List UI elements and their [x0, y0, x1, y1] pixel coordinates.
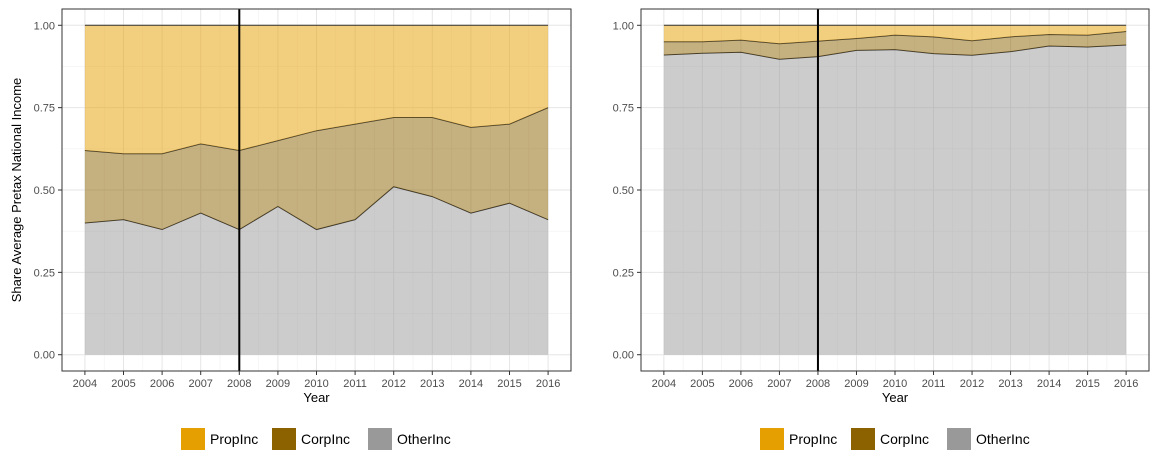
panel-0-legend-label-propinc: PropInc — [210, 431, 258, 447]
left-chart: 0.00 0.25 0.50 0.75 1.00 2004 2005 2006 2007 2008… — [9, 8, 572, 450]
panel-0-x-tick-label-7: 2011 — [343, 378, 367, 390]
panel-1-y-tick-label-3: 0.75 — [613, 103, 634, 115]
panel-0-y-tick-label-0: 0.00 — [34, 350, 55, 362]
panel-0-y-tick-label-4: 1.00 — [34, 20, 55, 32]
panel-0-x-tick-label-12: 2016 — [536, 378, 560, 390]
panel-0-x-axis-title: Year — [303, 390, 330, 405]
panel-1-legend-label-otherinc: OtherInc — [976, 431, 1030, 447]
panel-1-x-tick-label-9: 2013 — [998, 378, 1022, 390]
panel-0-x-tick-label-4: 2008 — [227, 378, 251, 390]
panel-1-x-tick-label-5: 2009 — [844, 378, 868, 390]
panel-1-x-tick-label-12: 2016 — [1114, 378, 1138, 390]
panel-0-x-tick-label-11: 2015 — [497, 378, 521, 390]
panel-1-x-tick-label-6: 2010 — [883, 378, 907, 390]
panel-1-x-tick-label-10: 2014 — [1037, 378, 1061, 390]
panel-0-legend-label-otherinc: OtherInc — [397, 431, 451, 447]
panel-1-x-tick-label-2: 2006 — [729, 378, 753, 390]
panel-1-y-tick-label-1: 0.25 — [613, 267, 634, 279]
panel-0-y-axis-title: Share Average Pretax National Income — [9, 78, 24, 303]
panel-1-area-corpinc — [663, 31, 1127, 60]
panel-1-y-tick-label-2: 0.50 — [613, 185, 634, 197]
right-chart: 0.00 0.25 0.50 0.75 1.00 2004 2005 2006 2007 2008… — [613, 8, 1150, 450]
panel-1-x-tick-label-0: 2004 — [652, 378, 676, 390]
panel-1-area-otherinc — [663, 45, 1127, 355]
panel-1-legend-label-propinc: PropInc — [789, 431, 837, 447]
panel-0-legend-key-otherinc — [368, 428, 392, 450]
panel-0-x-tick-label-1: 2005 — [111, 378, 135, 390]
panel-0-legend-label-corpinc: CorpInc — [301, 431, 350, 447]
panel-0-x-tick-label-9: 2013 — [420, 378, 444, 390]
panel-0-x-tick-label-2: 2006 — [150, 378, 174, 390]
panel-1-legend-key-corpinc — [851, 428, 875, 450]
panel-0-y-tick-label-1: 0.25 — [34, 267, 55, 279]
panel-1-y-tick-label-4: 1.00 — [613, 20, 634, 32]
panel-1-x-tick-label-11: 2015 — [1075, 378, 1099, 390]
panel-1-legend-key-otherinc — [947, 428, 971, 450]
panel-0-y-tick-label-2: 0.50 — [34, 185, 55, 197]
panel-0-x-tick-label-8: 2012 — [381, 378, 405, 390]
panel-1-x-tick-label-7: 2011 — [922, 378, 946, 390]
panel-0-x-tick-label-3: 2007 — [188, 378, 212, 390]
panel-0-area-propinc — [84, 25, 549, 154]
panel-0-legend-key-corpinc — [272, 428, 296, 450]
panel-1-x-axis-title: Year — [882, 390, 909, 405]
panel-0-x-tick-label-5: 2009 — [266, 378, 290, 390]
panel-1-x-tick-label-1: 2005 — [690, 378, 714, 390]
panel-0-legend-key-propinc — [181, 428, 205, 450]
panel-1-x-tick-label-8: 2012 — [960, 378, 984, 390]
panel-1-legend-label-corpinc: CorpInc — [880, 431, 929, 447]
panel-0-area-otherinc — [84, 186, 549, 355]
panel-1-y-tick-label-0: 0.00 — [613, 350, 634, 362]
panel-1-x-tick-label-3: 2007 — [767, 378, 791, 390]
panel-0-area-corpinc — [84, 107, 549, 230]
panel-0-y-tick-label-3: 0.75 — [34, 103, 55, 115]
panel-1-area-propinc — [663, 25, 1127, 44]
panel-0-x-tick-label-0: 2004 — [73, 378, 97, 390]
panel-1-legend-key-propinc — [760, 428, 784, 450]
panel-1-x-tick-label-4: 2008 — [806, 378, 830, 390]
panel-0-x-tick-label-6: 2010 — [304, 378, 328, 390]
panel-0-x-tick-label-10: 2014 — [459, 378, 483, 390]
